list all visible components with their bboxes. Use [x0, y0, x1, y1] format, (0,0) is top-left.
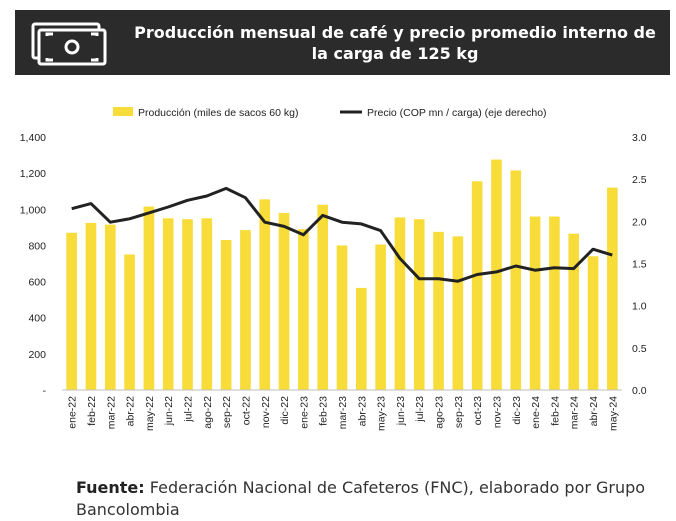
money-bill-icon	[31, 22, 107, 66]
bar-ago-22	[201, 218, 213, 390]
legend-label-price: Precio (COP mn / carga) (eje derecho)	[367, 107, 547, 119]
y-axis-left: - 200 400 600 800 1,000 1,200 1,400	[20, 132, 47, 397]
x-tick-label: abr-24	[588, 396, 600, 427]
y-right-tick-label: 0.0	[632, 385, 647, 397]
bar-jul-23	[413, 219, 425, 390]
y-left-tick-label: -	[43, 385, 47, 397]
x-tick-label: feb-24	[549, 396, 561, 426]
bar-series	[66, 159, 618, 390]
y-left-tick-label: 1,400	[20, 132, 46, 144]
y-right-tick-label: 3.0	[632, 132, 647, 144]
bar-abr-24	[587, 256, 599, 390]
x-tick-label: jul-23	[414, 396, 426, 423]
bar-mar-23	[336, 245, 348, 390]
price-line	[71, 186, 613, 283]
y-right-tick-label: 1.0	[632, 301, 647, 313]
x-tick-label: feb-23	[318, 396, 330, 426]
y-left-tick-label: 800	[28, 240, 46, 252]
source-note: Fuente: Federación Nacional de Cafeteros…	[76, 477, 676, 521]
bar-feb-24	[549, 216, 560, 390]
x-tick-label: feb-22	[86, 396, 98, 426]
x-tick-label: jun-22	[163, 396, 175, 426]
x-tick-label: nov-22	[260, 396, 272, 428]
bar-jun-23	[394, 217, 406, 390]
y-axis-right: 0.0 0.5 1.0 1.5 2.0 2.5 3.0	[632, 132, 647, 397]
source-label: Fuente:	[76, 478, 145, 497]
y-left-tick-label: 600	[28, 277, 46, 289]
bar-nov-22	[259, 199, 271, 390]
x-tick-label: abr-23	[356, 396, 368, 427]
bar-dic-22	[278, 212, 290, 390]
y-right-tick-label: 1.5	[632, 259, 647, 271]
x-tick-label: abr-22	[125, 396, 137, 427]
x-tick-label: jul-22	[183, 396, 195, 423]
x-tick-label: ene-23	[298, 396, 310, 429]
x-tick-label: may-24	[607, 396, 619, 431]
bar-oct-22	[240, 230, 251, 390]
y-right-tick-label: 2.0	[632, 216, 647, 228]
y-right-tick-label: 0.5	[632, 343, 647, 355]
x-tick-label: sep-23	[453, 396, 465, 428]
x-tick-label: may-23	[376, 396, 388, 431]
bar-sep-23	[452, 236, 464, 390]
bar-may-24	[607, 187, 618, 390]
bar-feb-23	[317, 204, 328, 390]
x-tick-label: jun-23	[395, 396, 407, 426]
x-tick-label: sep-22	[221, 396, 233, 428]
x-tick-label: dic-23	[511, 396, 523, 425]
bar-may-23	[375, 244, 386, 390]
bar-jun-22	[162, 218, 174, 390]
x-tick-label: nov-23	[491, 396, 503, 428]
x-tick-label: oct-22	[240, 396, 252, 425]
bar-abr-22	[124, 254, 135, 390]
x-tick-label: may-22	[144, 396, 156, 431]
legend: Producción (miles de sacos 60 kg) Precio…	[113, 107, 547, 119]
y-left-tick-label: 1,000	[20, 204, 46, 216]
x-tick-label: mar-23	[337, 396, 349, 429]
x-tick-label: mar-22	[105, 396, 117, 429]
bar-abr-23	[356, 287, 367, 390]
chart: Producción (miles de sacos 60 kg) Precio…	[20, 107, 647, 431]
bar-sep-22	[220, 240, 232, 390]
bar-nov-23	[491, 159, 502, 390]
y-left-tick-label: 200	[28, 349, 46, 361]
bar-ene-23	[298, 229, 309, 390]
bar-feb-22	[85, 222, 97, 390]
bar-oct-23	[471, 181, 483, 390]
x-tick-label: ago-22	[202, 396, 214, 429]
x-tick-label: dic-22	[279, 396, 291, 425]
x-tick-label: oct-23	[472, 396, 484, 425]
bar-dic-23	[510, 170, 522, 390]
chart-title: Producción mensual de café y precio prom…	[134, 23, 656, 63]
bar-mar-22	[104, 224, 116, 390]
legend-swatch-production	[113, 107, 133, 116]
y-right-tick-label: 2.5	[632, 174, 647, 186]
bar-ene-24	[529, 216, 541, 390]
legend-label-production: Producción (miles de sacos 60 kg)	[138, 107, 299, 119]
y-left-tick-label: 400	[28, 313, 46, 325]
bar-mar-24	[568, 233, 580, 390]
bar-ene-22	[66, 232, 77, 390]
x-tick-label: ago-23	[434, 396, 446, 429]
bar-jul-22	[182, 219, 193, 390]
x-tick-label: ene-24	[530, 396, 542, 429]
x-tick-label: ene-22	[67, 396, 79, 429]
source-text: Federación Nacional de Cafeteros (FNC), …	[76, 478, 646, 519]
x-axis: ene-22 feb-22 mar-22 abr-22 may-22 jun-22 jul-…	[67, 396, 620, 431]
x-tick-label: mar-24	[569, 396, 581, 429]
bar-may-22	[143, 206, 155, 390]
y-left-tick-label: 1,200	[20, 168, 46, 180]
bar-ago-23	[433, 231, 444, 390]
chart-header: Producción mensual de café y precio prom…	[15, 10, 670, 75]
